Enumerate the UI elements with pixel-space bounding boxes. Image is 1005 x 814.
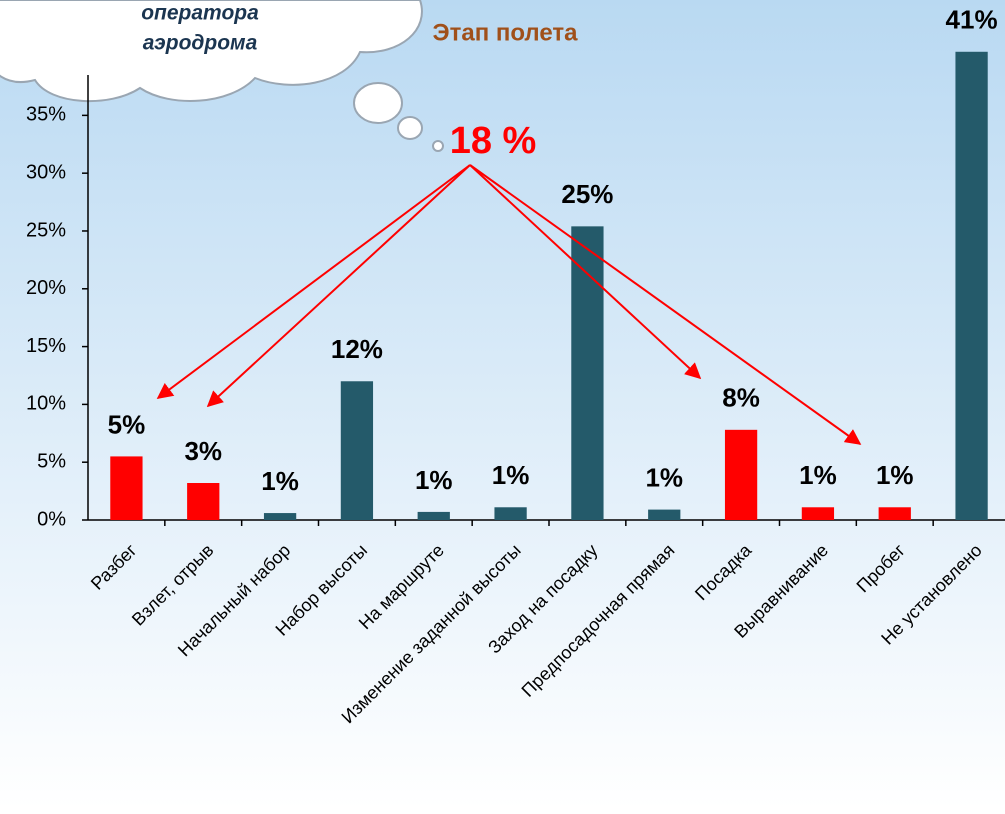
bar (571, 226, 604, 520)
annotation: 18 % (450, 120, 537, 162)
y-tick-label: 25% (26, 219, 66, 241)
cloud (0, 0, 444, 152)
value-label: 41% (946, 5, 998, 35)
bar (724, 429, 758, 520)
y-tick-label: 5% (37, 450, 66, 472)
value-label: 3% (184, 436, 222, 466)
y-tick-label: 15% (26, 335, 66, 357)
bar (340, 381, 374, 520)
value-label: 1% (645, 462, 683, 492)
cloud-text: оператора (141, 2, 259, 25)
arrows (156, 164, 862, 445)
value-label: 1% (492, 460, 530, 490)
bar (878, 507, 911, 520)
y-tick-label: 0% (37, 508, 66, 530)
bar (110, 456, 143, 520)
chart-title: Этап полета (433, 19, 579, 46)
value-label: 1% (799, 460, 837, 490)
bar (648, 509, 681, 520)
y-tick-label: 35% (26, 104, 66, 126)
cloud-text: аэродрома (143, 32, 258, 55)
value-label: 1% (415, 465, 453, 495)
value-label: 1% (261, 466, 299, 496)
value-label: 8% (722, 383, 760, 413)
value-label: 12% (331, 334, 383, 364)
bar (801, 507, 835, 520)
y-tick-label: 30% (26, 161, 66, 183)
bar (263, 513, 297, 520)
y-tick-label: 20% (26, 277, 66, 299)
value-label: 1% (876, 460, 914, 490)
bar (494, 507, 527, 520)
bar (417, 511, 450, 520)
y-tick-label: 10% (26, 393, 66, 415)
value-label: 25% (561, 179, 613, 209)
bar (187, 483, 220, 520)
value-label: 5% (108, 409, 146, 439)
bar (955, 51, 988, 520)
